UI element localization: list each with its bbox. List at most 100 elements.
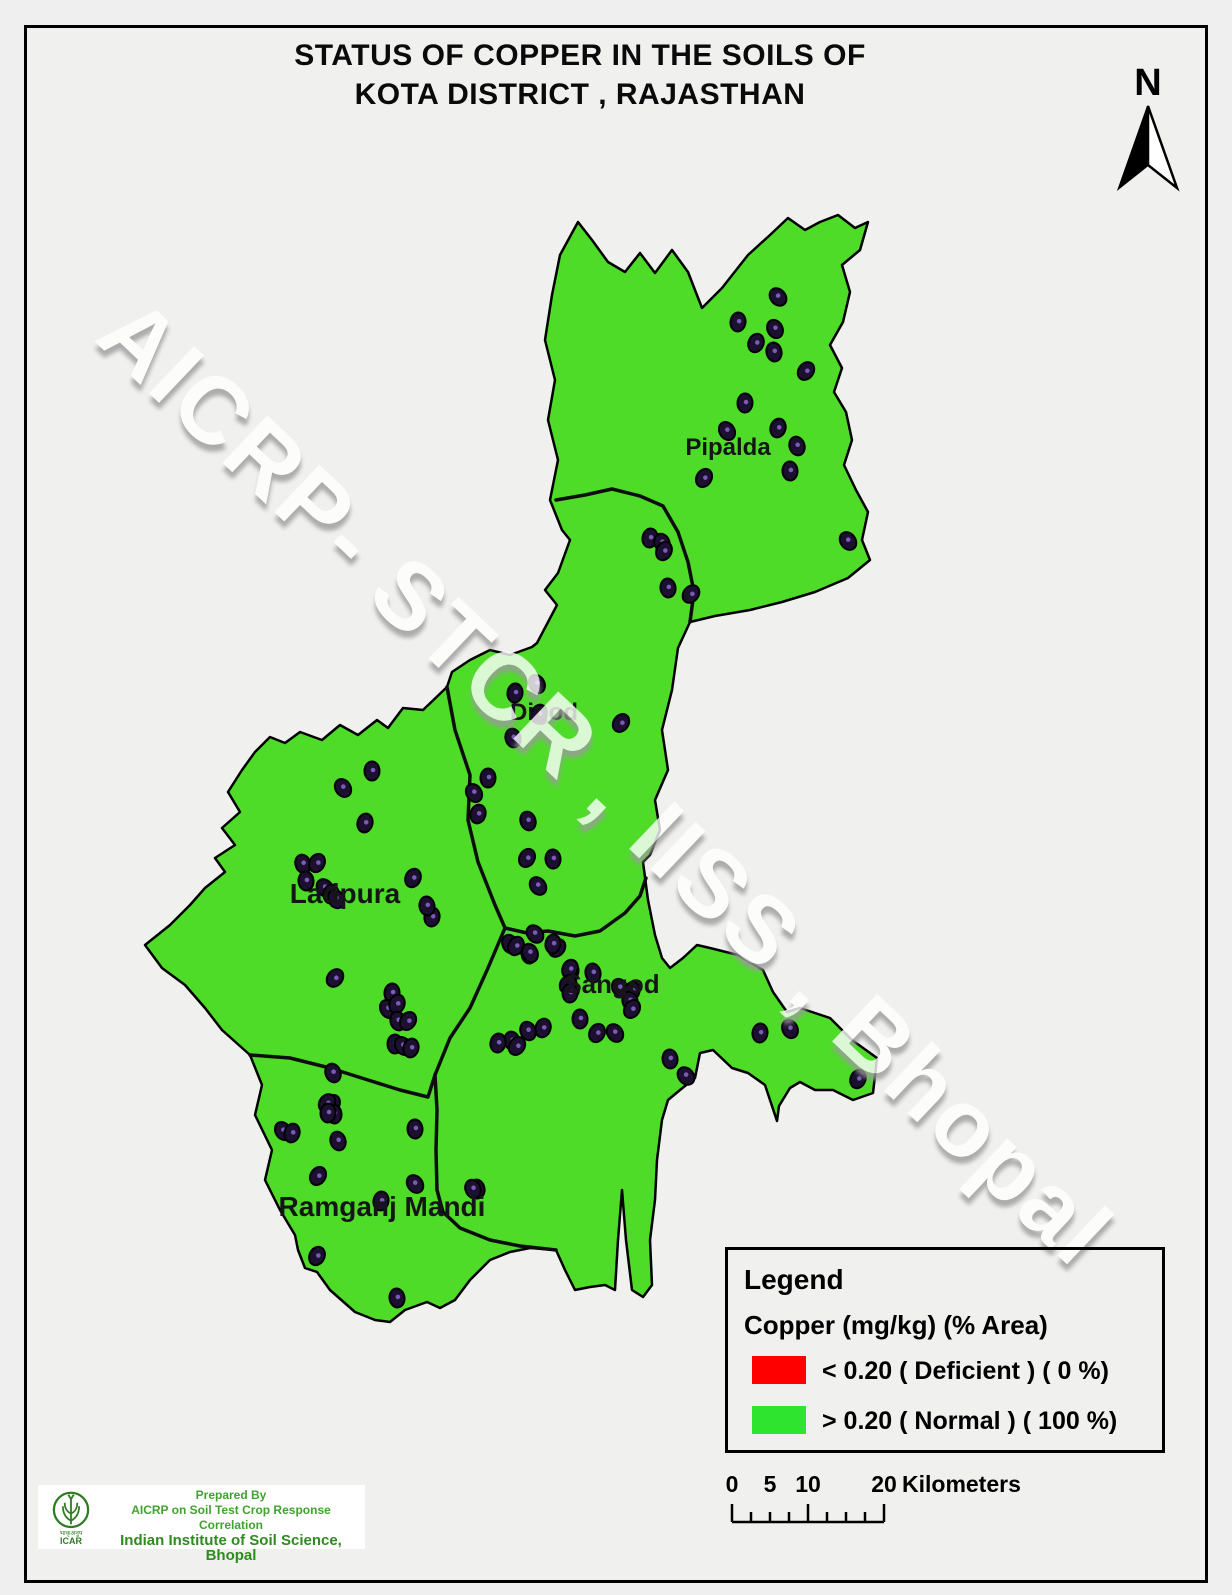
tehsil-label-sangod: Sangod <box>564 969 659 999</box>
sample-point <box>766 318 784 340</box>
boundary-ramganjmandi-sangod <box>433 1073 558 1252</box>
sample-point <box>388 1287 406 1309</box>
sample-point <box>479 767 497 789</box>
sample-point <box>534 1017 552 1039</box>
sample-point <box>681 584 701 604</box>
credit-line1: Prepared By <box>195 1488 267 1502</box>
icar-logo-text: ICAR <box>60 1536 82 1546</box>
legend-label-deficient: < 0.20 ( Deficient ) ( 0 %) <box>822 1357 1109 1385</box>
sample-point <box>517 847 537 869</box>
north-arrow-left-half <box>1116 105 1149 191</box>
map-title: STATUS OF COPPER IN THE SOILS OF KOTA DI… <box>180 36 980 114</box>
sample-point <box>751 1022 769 1044</box>
sample-point <box>747 332 765 354</box>
sample-point <box>528 673 546 695</box>
sample-point <box>561 982 579 1004</box>
sample-point <box>333 778 353 798</box>
credit-text: Prepared By AICRP on Soil Test Crop Resp… <box>100 1488 362 1563</box>
sample-point <box>544 848 562 870</box>
sample-point <box>584 962 602 984</box>
tehsil-label-digod: Digod <box>510 699 578 726</box>
sample-point <box>729 311 747 333</box>
sample-point <box>611 713 631 733</box>
sample-point <box>325 968 345 988</box>
boundary-pipalda-digod <box>554 487 696 624</box>
sample-point <box>519 810 537 832</box>
boundary-ladpura-sangod <box>433 926 507 1077</box>
credit-line2: AICRP on Soil Test Crop Response Correla… <box>131 1503 331 1532</box>
legend-label-normal: > 0.20 ( Normal ) ( 100 %) <box>822 1407 1118 1435</box>
sample-point <box>363 760 381 782</box>
sample-point <box>405 1174 425 1194</box>
sample-point <box>571 1008 589 1030</box>
sample-point <box>506 682 524 704</box>
tehsil-label-ramganj-mandi: Ramganj Mandi <box>279 1191 486 1222</box>
legend-swatch-normal <box>752 1406 806 1434</box>
sample-point <box>319 1102 337 1124</box>
sample-point <box>504 727 522 749</box>
sample-point <box>469 803 487 825</box>
sample-point <box>768 287 788 307</box>
sample-point <box>489 1032 507 1054</box>
map-title-line1: STATUS OF COPPER IN THE SOILS OF <box>294 39 866 72</box>
scale-label-5: 5 <box>764 1471 777 1497</box>
sample-point <box>781 460 799 482</box>
sample-point <box>464 783 484 803</box>
sample-point <box>308 852 326 874</box>
soil-sample-points <box>273 287 867 1309</box>
sample-point <box>372 1190 390 1212</box>
boundary-ladpura-ramganjmandi <box>248 1053 437 1099</box>
sample-point <box>544 933 562 955</box>
sample-point <box>327 888 345 910</box>
scale-unit-label: Kilometers <box>902 1471 1021 1497</box>
north-arrow-right-half <box>1146 105 1180 192</box>
sample-point <box>507 935 525 957</box>
scale-ruler <box>730 1504 886 1524</box>
sample-point <box>528 876 548 896</box>
sample-point <box>404 867 422 889</box>
sample-point <box>717 420 737 442</box>
legend-title: Legend <box>744 1264 844 1295</box>
sample-point <box>464 1178 482 1200</box>
sample-point <box>781 1018 799 1040</box>
sample-point <box>605 1023 625 1043</box>
sample-point <box>356 812 374 834</box>
map-title-line2: KOTA DISTRICT , RAJASTHAN <box>354 78 806 111</box>
scale-label-0: 0 <box>726 1471 739 1497</box>
tehsil-labels: Pipalda Digod Ladpura Sangod Ramganj Mandi <box>279 434 772 1222</box>
sample-point <box>530 703 548 725</box>
sample-point <box>406 1118 424 1140</box>
sample-point <box>676 1066 696 1086</box>
district-shape <box>143 213 879 1324</box>
sample-point <box>622 998 642 1020</box>
legend-box: Legend Copper (mg/kg) (% Area) < 0.20 ( … <box>725 1247 1165 1453</box>
sample-point <box>308 1165 328 1187</box>
sample-point <box>519 1020 537 1042</box>
sample-point <box>525 924 545 944</box>
sample-point <box>659 577 677 599</box>
sample-point <box>769 417 787 439</box>
tehsil-label-pipalda: Pipalda <box>685 434 771 461</box>
icar-logo: भाकृअनुप ICAR <box>52 1491 90 1546</box>
north-arrow: N <box>1116 62 1180 192</box>
legend-subtitle: Copper (mg/kg) (% Area) <box>744 1310 1048 1340</box>
sample-point <box>736 392 754 414</box>
scale-label-10: 10 <box>795 1471 821 1497</box>
legend-swatch-deficient <box>752 1356 806 1384</box>
sample-point <box>838 531 858 551</box>
sample-point <box>765 341 783 363</box>
sample-point <box>507 1036 527 1056</box>
sample-point <box>297 870 315 892</box>
sample-point <box>694 467 714 489</box>
scale-label-20: 20 <box>871 1471 897 1497</box>
boundary-ladpura-digod <box>445 685 507 930</box>
icar-logo-hindi: भाकृअनुप <box>60 1530 83 1537</box>
sample-point <box>308 1245 326 1267</box>
sample-point <box>283 1122 301 1144</box>
sample-point <box>588 1022 606 1044</box>
sample-point <box>661 1048 679 1070</box>
north-label: N <box>1134 62 1161 104</box>
credit-line3: Indian Institute of Soil Science, Bhopal <box>120 1532 342 1564</box>
sample-point <box>329 1130 347 1152</box>
